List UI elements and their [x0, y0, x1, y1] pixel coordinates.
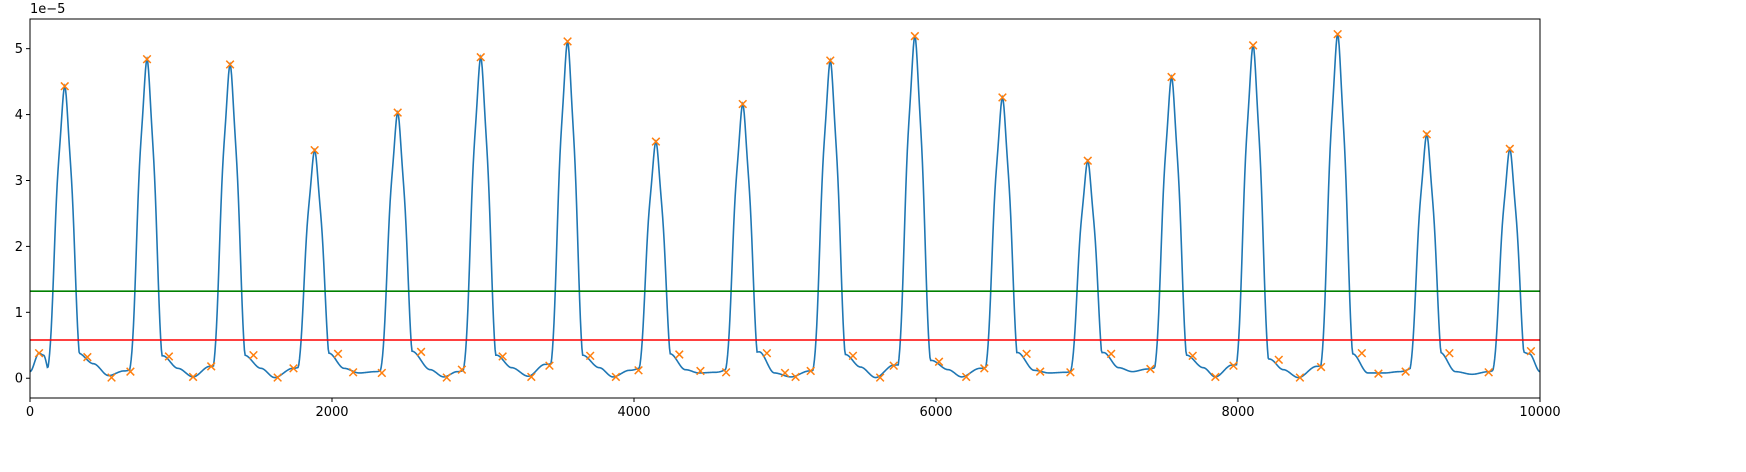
- peak-marker: [1083, 156, 1093, 166]
- peak-marker: [961, 372, 971, 382]
- peak-marker: [126, 367, 135, 376]
- y-tick-label: 0: [15, 372, 23, 387]
- peak-marker: [348, 367, 358, 377]
- peak-marker: [1167, 72, 1176, 82]
- peak-marker: [762, 348, 772, 358]
- peak-marker: [998, 93, 1007, 102]
- peak-marker: [848, 351, 858, 361]
- peak-marker: [498, 352, 507, 361]
- x-tick-label: 4000: [617, 405, 650, 420]
- axes-frame: [29, 18, 1541, 399]
- peak-marker: [1401, 367, 1410, 376]
- y-tick-label: 3: [15, 174, 23, 189]
- peak-marker: [1188, 351, 1198, 361]
- peak-marker: [164, 352, 174, 361]
- peak-marker: [1295, 373, 1305, 382]
- peak-marker: [1035, 367, 1045, 376]
- peak-marker: [780, 368, 790, 378]
- signal-line: [30, 33, 1540, 379]
- peak-marker: [333, 349, 343, 359]
- peak-marker: [1484, 367, 1493, 377]
- x-tick-label: 6000: [919, 405, 952, 420]
- peak-marker: [791, 372, 800, 382]
- peak-marker: [310, 145, 319, 155]
- peak-marker: [1106, 349, 1116, 359]
- x-tick-label: 0: [26, 405, 34, 420]
- peak-marker: [476, 52, 486, 62]
- peak-marker: [889, 361, 899, 371]
- peak-marker: [1022, 349, 1031, 359]
- peak-marker: [273, 373, 282, 382]
- peak-marker: [107, 373, 116, 382]
- peak-marker: [188, 372, 198, 382]
- peak-marker: [225, 60, 235, 69]
- peak-marker: [526, 372, 536, 382]
- y-tick-label: 5: [15, 42, 23, 57]
- peak-marker: [1445, 348, 1454, 358]
- peak-marker: [83, 352, 92, 362]
- peak-marker: [289, 364, 298, 373]
- peak-marker: [34, 348, 44, 358]
- peak-marker: [1211, 372, 1220, 382]
- peak-marker: [545, 361, 554, 371]
- peak-marker: [563, 37, 572, 46]
- peak-marker: [674, 350, 684, 359]
- peak-marker: [651, 137, 661, 146]
- peak-marker: [738, 99, 748, 109]
- x-axis: 0 2000 4000 6000 8000 10000: [26, 398, 1561, 420]
- peak-marker: [611, 372, 621, 382]
- peak-marker: [206, 362, 216, 371]
- y-tick-label: 2: [15, 240, 23, 255]
- peak-marker: [442, 373, 452, 382]
- peak-marker: [1374, 369, 1383, 378]
- peak-marker: [585, 351, 595, 361]
- peak-marker: [825, 56, 835, 65]
- peak-marker: [142, 54, 152, 64]
- peak-marker: [393, 108, 403, 117]
- peak-marker: [1505, 144, 1515, 154]
- peak-marker: [1146, 364, 1155, 374]
- peak-marker: [457, 365, 467, 374]
- peak-marker: [416, 347, 426, 357]
- peak-marker: [979, 364, 989, 373]
- peak-marker: [1248, 41, 1258, 50]
- y-tick-label: 1: [15, 306, 23, 321]
- peak-marker: [806, 366, 816, 376]
- peak-marker: [377, 368, 387, 378]
- peak-marker: [1066, 367, 1075, 377]
- peak-marker: [1422, 130, 1432, 139]
- peak-marker: [1316, 362, 1326, 372]
- peak-marker: [634, 365, 643, 375]
- peak-marker: [696, 366, 705, 376]
- x-tick-label: 10000: [1519, 405, 1560, 420]
- peak-marker: [1357, 348, 1367, 358]
- y-tick-label: 4: [15, 108, 23, 123]
- peak-marker: [910, 31, 920, 41]
- plot-area: [30, 29, 1540, 382]
- peak-marker: [1526, 346, 1536, 356]
- x-tick-label: 2000: [315, 405, 348, 420]
- peak-marker: [875, 373, 885, 382]
- y-axis: 0 1 2 3 4 5: [15, 42, 30, 387]
- peak-marker: [934, 357, 944, 367]
- y-axis-offset-label: 1e−5: [30, 2, 65, 17]
- peak-marker: [721, 367, 731, 377]
- peak-marker: [1229, 361, 1238, 371]
- peak-marker: [249, 350, 258, 360]
- peak-marker: [1274, 355, 1284, 365]
- peak-marker: [1333, 29, 1342, 39]
- x-tick-label: 8000: [1221, 405, 1254, 420]
- peak-marker: [60, 81, 70, 91]
